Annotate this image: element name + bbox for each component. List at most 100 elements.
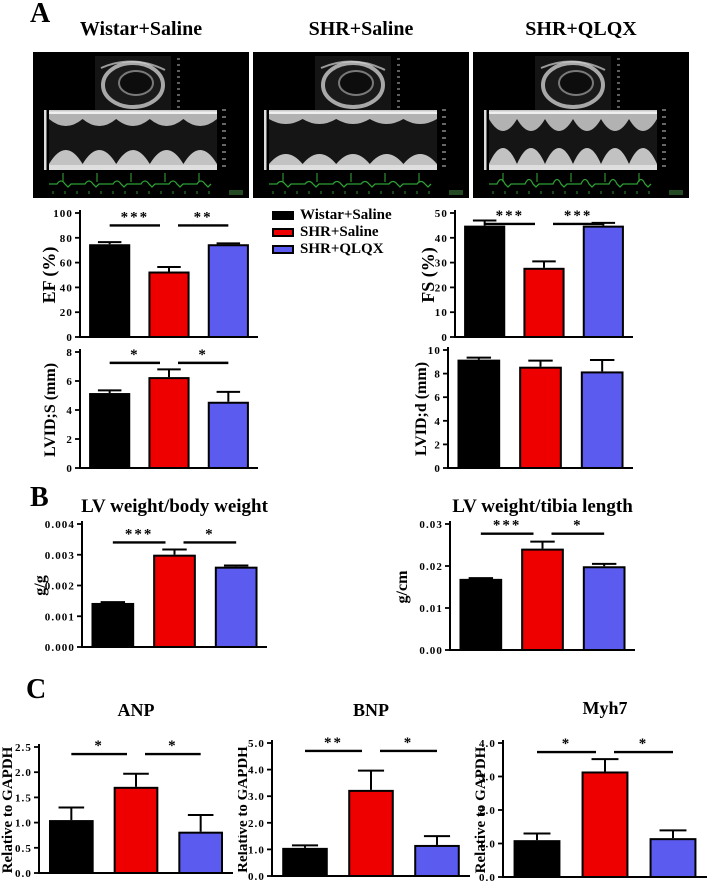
mmode-anterior-wall-trace: [49, 114, 217, 126]
y-axis-label: Relative to GAPDH: [0, 746, 16, 873]
y-tick-label: 2: [66, 434, 73, 446]
y-axis-label: Relative to GAPDH: [238, 746, 251, 873]
legend-label: SHR+Saline: [300, 223, 379, 240]
y-tick-label: 0.002: [45, 581, 75, 593]
bar-shr-qlqx: [582, 225, 624, 338]
bmode-ventricle-cavity: [558, 70, 594, 96]
y-axis-label: LVID;S (mm): [42, 363, 59, 457]
y-tick-label: 0: [441, 332, 448, 344]
echo-title-wistar-saline: Wistar+Saline: [79, 18, 203, 40]
echo-canvas: [33, 52, 249, 198]
y-tick-label: 2.0: [479, 805, 496, 817]
legend-item-shr-qlqx: SHR+QLQX: [272, 241, 392, 257]
y-tick-label: 0.0: [15, 868, 32, 880]
y-tick-label: 10: [428, 345, 441, 357]
y-tick-label: 0: [66, 332, 73, 344]
bar-wistar-saline: [457, 359, 501, 469]
y-axis-label: EF (%): [39, 247, 60, 304]
chart-anp: 0.0 0.5 1.0 1.5 2.0 2.5 Relative to GAPDH ANP * *: [0, 690, 238, 885]
significance-stars: *: [639, 736, 649, 752]
bar-shr-saline: [348, 789, 394, 877]
y-tick-label: 8: [66, 347, 73, 359]
chart-lvidd: 0 2 4 6 8 10 LVID;d (mm): [400, 340, 648, 480]
mmode-cursor-line: [484, 110, 487, 170]
panel-label-b: B: [30, 482, 49, 513]
y-tick-label: 80: [60, 233, 73, 245]
y-axis-label: FS (%): [418, 247, 439, 303]
chart-lv-weight-tibia-length: 0.00 0.01 0.02 0.03 g/cm LV weight/tibia leng…: [385, 495, 715, 663]
legend-swatch-shr-qlqx: [272, 244, 294, 254]
y-tick-label: 0.01: [419, 603, 443, 615]
y-tick-label: 2.0: [15, 767, 32, 779]
bar-shr-saline: [148, 271, 190, 338]
bar-shr-saline: [581, 771, 629, 878]
y-tick-label: 0.5: [15, 843, 32, 855]
bar-shr-qlqx: [214, 566, 258, 648]
bar-shr-saline: [519, 366, 562, 470]
y-tick-label: 0: [66, 463, 73, 475]
significance-stars: **: [194, 209, 213, 225]
y-axis-label: g/g: [32, 575, 49, 595]
vendor-watermark: [229, 190, 243, 195]
echocardiogram-image-shr-qlqx: [473, 52, 689, 198]
y-tick-label: 100: [53, 208, 73, 220]
mmode-image: [489, 110, 657, 170]
significance-stars: *: [205, 526, 215, 542]
echo-title-shr-saline: SHR+Saline: [308, 18, 414, 40]
bmode-near-field: [100, 60, 166, 71]
y-tick-label: 4: [434, 416, 441, 428]
legend-item-wistar-saline: Wistar+Saline: [272, 207, 392, 223]
bmode-near-field: [540, 60, 606, 71]
echocardiogram-image-wistar-saline: [33, 52, 249, 198]
chart-canvas-fs: 0 10 20 30 40 50 FS (%) *** ***: [418, 208, 633, 344]
bar-shr-qlqx: [649, 838, 697, 879]
y-tick-label: 6: [434, 392, 441, 404]
mmode-far-wall-band: [489, 165, 657, 170]
vendor-watermark: [669, 190, 683, 195]
bar-shr-saline: [521, 548, 564, 651]
y-tick-label: 0.004: [45, 519, 75, 531]
significance-stars: ***: [121, 209, 150, 225]
significance-stars: ***: [496, 208, 525, 224]
legend-label: SHR+QLQX: [300, 240, 384, 257]
mmode-cursor-line: [44, 110, 47, 170]
echo-canvas: [473, 52, 689, 198]
bar-shr-qlqx: [207, 244, 249, 339]
chart-ef: 0 20 40 60 80 100 EF (%) *** **: [25, 203, 273, 345]
y-tick-label: 4.0: [479, 738, 496, 750]
chart-title: LV weight/tibia length: [452, 496, 633, 517]
bar-shr-saline: [148, 377, 190, 469]
mmode-anterior-wall-trace: [489, 114, 657, 131]
bar-shr-saline: [153, 554, 196, 648]
chart-lvids: 0 2 4 6 8 LVID;S (mm) * *: [25, 340, 273, 480]
panel-label-a: A: [30, 0, 51, 29]
y-tick-label: 2.0: [248, 818, 265, 830]
y-tick-label: 30: [435, 258, 448, 270]
y-tick-label: 0.03: [419, 519, 443, 531]
y-tick-label: 0.001: [45, 611, 75, 623]
significance-stars: *: [562, 736, 572, 752]
ecg-trace: [489, 178, 652, 188]
chart-canvas-lv_bw: 0.000 0.001 0.002 0.003 0.004 g/g LV weight/bo…: [32, 496, 269, 654]
y-tick-label: 0.0: [248, 871, 265, 883]
bar-shr-qlqx: [178, 831, 224, 874]
mmode-cursor-line: [264, 110, 267, 170]
y-tick-label: 0.000: [45, 642, 75, 654]
chart-myh7: 0.0 1.0 2.0 3.0 4.0 Relative to GAPDH Myh7 * *: [473, 690, 715, 885]
y-axis-label: LVID;d (mm): [413, 362, 430, 456]
y-tick-label: 5.0: [248, 738, 265, 750]
significance-stars: *: [198, 347, 208, 363]
significance-stars: ***: [125, 526, 154, 542]
bar-wistar-saline: [459, 578, 503, 651]
echocardiogram-image-shr-saline: [253, 52, 469, 198]
bmode-ventricle-cavity: [118, 70, 154, 96]
chart-legend: Wistar+Saline SHR+Saline SHR+QLQX: [272, 207, 392, 257]
bar-wistar-saline: [91, 602, 135, 648]
bar-wistar-saline: [282, 847, 328, 877]
bar-wistar-saline: [513, 840, 561, 878]
